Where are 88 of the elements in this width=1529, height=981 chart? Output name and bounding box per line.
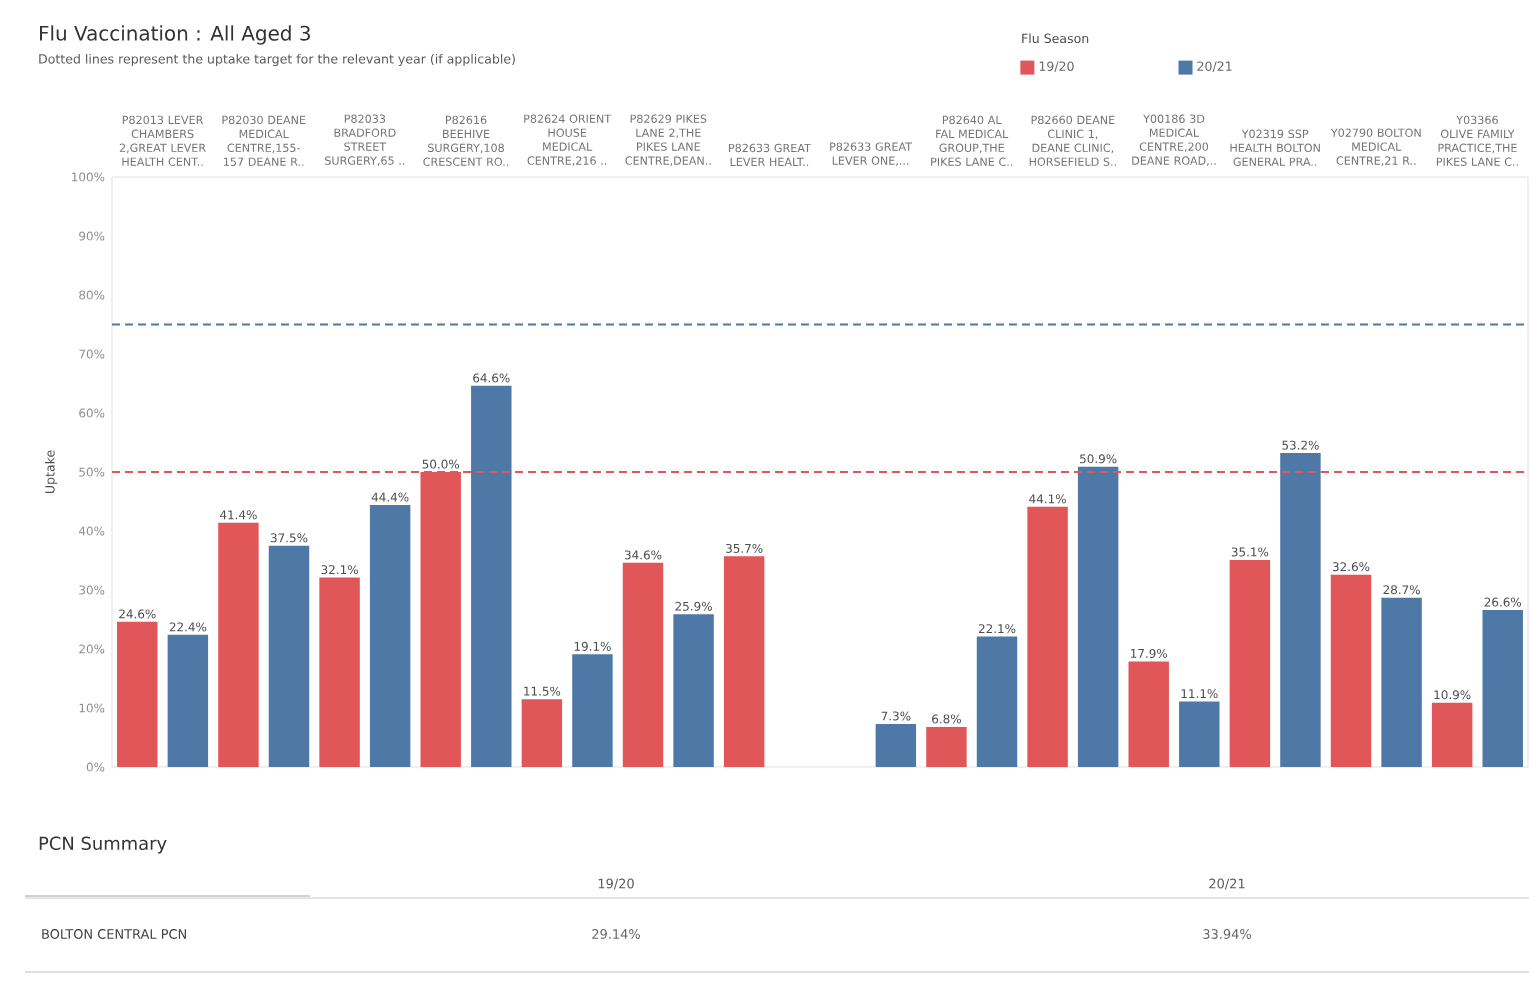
x-tick-label: Y03366 OLIVE FAMILY PRACTICE,THE PIKES LANE C.. xyxy=(1436,115,1518,166)
bar xyxy=(319,577,360,767)
x-tick-label: P82640 AL FAL MEDICAL GROUP,THE PIKES LANE C.. xyxy=(931,115,1013,166)
bar xyxy=(471,385,512,767)
data-label: 35.7% xyxy=(726,543,763,553)
x-tick-label: P82624 ORIENT HOUSE MEDICAL CENTRE,216 .. xyxy=(524,114,612,166)
data-label: 11.1% xyxy=(1181,689,1218,699)
data-label: 37.5% xyxy=(270,533,308,543)
x-tick-label: P82030 DEANE MEDICAL CENTRE,155-157 DEANE R.. xyxy=(222,115,306,166)
x-tick-label: Y02319 SSP HEALTH BOLTON GENERAL PRA.. xyxy=(1230,129,1320,166)
y-tick-label: 30% xyxy=(79,585,105,595)
bar xyxy=(1381,597,1422,767)
bar xyxy=(1179,701,1220,767)
bar xyxy=(117,621,158,767)
data-label: 19.1% xyxy=(574,641,611,651)
data-label: 34.6% xyxy=(624,550,662,560)
x-tick-label: P82616 BEEHIVE SURGERY,108 CRESCENT RO.. xyxy=(423,115,509,166)
bar xyxy=(1330,574,1372,767)
data-label: 6.8% xyxy=(932,714,961,724)
data-label: 26.6% xyxy=(1484,597,1522,607)
y-tick-label: 20% xyxy=(79,644,105,654)
text: 33.94% xyxy=(1203,929,1251,939)
data-label: 32.6% xyxy=(1332,562,1370,572)
y-tick-label: 80% xyxy=(79,290,105,300)
bar xyxy=(521,699,563,767)
x-tick-label: P82633 GREAT LEVER ONE,... xyxy=(830,142,913,166)
data-label: 41.4% xyxy=(220,510,257,520)
data-label: 24.6% xyxy=(119,609,156,619)
bar xyxy=(622,562,664,767)
data-label: 11.5% xyxy=(524,686,561,696)
x-tick-label: P82013 LEVER CHAMBERS 2,GREAT LEVER HEALTH CENT.. xyxy=(119,115,206,166)
bar xyxy=(218,522,259,767)
bar xyxy=(673,614,714,767)
bar xyxy=(926,726,967,767)
data-label: 7.3% xyxy=(881,711,911,721)
text: 19/20 xyxy=(598,878,634,890)
data-label: 53.2% xyxy=(1282,440,1319,450)
text: PCN Summary xyxy=(39,836,167,854)
bar xyxy=(875,723,917,767)
chart-title: Flu Vaccination : All Aged 3 xyxy=(40,25,310,45)
data-label: 44.4% xyxy=(371,492,409,502)
data-label: 22.1% xyxy=(978,624,1016,634)
bar xyxy=(1482,610,1523,767)
data-label: 50.0% xyxy=(422,459,460,469)
bar xyxy=(167,634,209,767)
bar xyxy=(1128,661,1169,767)
text: 20/21 xyxy=(1209,878,1245,890)
bar xyxy=(369,505,411,767)
y-tick-label: 40% xyxy=(78,526,105,536)
x-tick-label: P82629 PIKES LANE 2,THE PIKES LANE CENTRE,DEAN.. xyxy=(625,114,711,166)
y-tick-label: 90% xyxy=(79,231,105,241)
x-tick-label: Y00186 3D MEDICAL CENTRE,200 DEANE ROAD,.. xyxy=(1132,114,1216,166)
legend-label: 19/20 xyxy=(1039,61,1074,72)
legend-label: 20/21 xyxy=(1197,61,1232,72)
bar xyxy=(723,556,765,767)
x-tick-label: P82033 BRADFORD STREET SURGERY,65 .. xyxy=(325,114,405,166)
chart-subtitle: Dotted lines represent the uptake target for the relevant year (if applicable) xyxy=(39,53,515,67)
y-tick-label: 100% xyxy=(72,172,105,182)
data-label: 25.9% xyxy=(675,601,712,611)
y-tick-label: 50% xyxy=(79,467,105,477)
y-tick-label: 10% xyxy=(79,703,105,713)
x-tick-label: P82633 GREAT LEVER HEALT.. xyxy=(729,143,811,166)
bar xyxy=(572,654,613,767)
bar xyxy=(1077,466,1119,767)
text: 29.14% xyxy=(592,929,640,939)
y-tick-label: 60% xyxy=(79,408,105,418)
data-label: 50.9% xyxy=(1080,454,1117,464)
data-label: 32.1% xyxy=(321,565,358,575)
bar xyxy=(1431,702,1473,767)
data-label: 35.1% xyxy=(1231,547,1269,557)
legend-title: Flu Season xyxy=(1022,33,1089,44)
data-label: 28.7% xyxy=(1383,585,1420,595)
bar xyxy=(1027,506,1068,767)
x-tick-label: Y02790 BOLTON MEDICAL CENTRE,21 R.. xyxy=(1330,128,1421,166)
data-label: 44.1% xyxy=(1029,494,1066,504)
y-tick-label: 0% xyxy=(86,762,105,772)
data-label: 22.4% xyxy=(169,622,207,632)
bar xyxy=(1229,559,1271,767)
y-tick-label: 70% xyxy=(79,349,105,359)
data-label: 64.6% xyxy=(473,373,510,383)
data-label: 10.9% xyxy=(1434,690,1471,700)
x-tick-label: P82660 DEANE CLINIC 1, DEANE CLINIC, HORSEFIELD S.. xyxy=(1029,115,1116,166)
y-axis-title: Uptake xyxy=(44,450,58,494)
bar xyxy=(268,545,310,767)
bar xyxy=(976,636,1018,767)
data-label: 17.9% xyxy=(1131,648,1168,658)
text: BOLTON CENTRAL PCN xyxy=(42,929,186,939)
bar xyxy=(1280,453,1321,767)
